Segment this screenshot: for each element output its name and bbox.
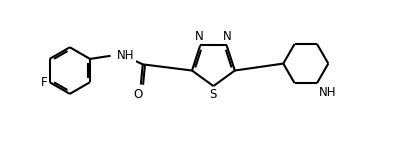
Text: O: O xyxy=(133,88,142,101)
Text: N: N xyxy=(223,30,231,43)
Text: NH: NH xyxy=(318,86,336,99)
Text: F: F xyxy=(41,76,48,89)
Text: S: S xyxy=(209,88,217,101)
Text: N: N xyxy=(194,30,203,43)
Text: NH: NH xyxy=(117,49,134,62)
